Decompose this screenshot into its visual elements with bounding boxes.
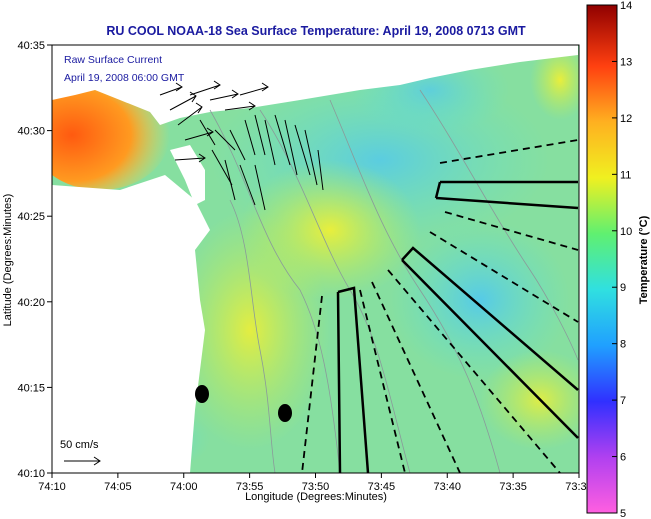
- x-tick-label: 73:40: [433, 481, 461, 493]
- transect-box-southeast: [401, 246, 579, 439]
- sst-patch: [480, 350, 579, 450]
- x-tick-label: 73:50: [302, 481, 330, 493]
- colorbar-tick-label: 6: [620, 452, 626, 464]
- colorbar-tick-label: 5: [620, 508, 626, 519]
- x-tick-label: 73:45: [368, 481, 396, 493]
- buoy-marker: [195, 385, 209, 403]
- transect-box-south: [336, 286, 370, 473]
- transect-dashed-lines: [301, 139, 579, 473]
- y-tick-label: 40:15: [17, 382, 45, 394]
- legend-line-1: Raw Surface Current: [64, 54, 162, 66]
- x-tick-label: 73:35: [499, 481, 527, 493]
- colorbar-tick-label: 10: [620, 226, 632, 238]
- y-axis-label: Latitude (Degrees:Minutes): [2, 194, 14, 327]
- colorbar: [586, 4, 618, 514]
- figure-title: RU COOL NOAA-18 Sea Surface Temperature:…: [106, 24, 526, 38]
- scale-label: 50 cm/s: [60, 439, 99, 451]
- y-tick-label: 40:35: [17, 40, 45, 52]
- transect-box-east: [434, 180, 579, 210]
- colorbar-ticks: 5 6 7 8 9 10 11 12 13 14: [612, 0, 632, 519]
- land-new-jersey: [52, 175, 210, 473]
- colorbar-tick-label: 14: [620, 0, 632, 12]
- colorbar-tick-label: 8: [620, 339, 626, 351]
- colorbar-tick-label: 11: [620, 169, 631, 181]
- x-tick-label: 74:05: [104, 481, 132, 493]
- x-axis-label: Longitude (Degrees:Minutes): [245, 491, 387, 503]
- transect-lines: [336, 180, 579, 473]
- map-area: [52, 45, 579, 473]
- sst-patch: [170, 210, 330, 450]
- x-tick-label: 74:10: [38, 481, 66, 493]
- colorbar-label: Temperature (°C): [638, 215, 650, 304]
- legend-line-2: April 19, 2008 06:00 GMT: [64, 72, 185, 84]
- warm-water-patch: [530, 45, 579, 120]
- colorbar-tick-label: 12: [620, 113, 632, 125]
- y-tick-label: 40:30: [17, 126, 45, 138]
- colorbar-tick-label: 9: [620, 282, 626, 294]
- land-bay: [140, 240, 195, 275]
- x-tick-label: 74:00: [170, 481, 198, 493]
- colorbar-tick-label: 7: [620, 395, 626, 407]
- colorbar-tick-label: 13: [620, 56, 632, 68]
- x-axis-ticks: 74:10 74:05 74:00 73:55 73:50 73:45 73:40 73:35…: [38, 473, 593, 493]
- scale-arrow: [64, 456, 101, 466]
- x-tick-label: 73:55: [236, 481, 264, 493]
- y-tick-label: 40:20: [17, 297, 45, 309]
- x-tick-label: 73:30: [565, 481, 593, 493]
- y-tick-label: 40:10: [17, 468, 45, 480]
- y-tick-label: 40:25: [17, 211, 45, 223]
- sst-patch: [390, 220, 570, 380]
- y-axis-ticks: 40:10 40:15 40:20 40:25 40:30 40:35: [17, 40, 52, 480]
- buoy-marker: [278, 404, 292, 422]
- current-vectors: [159, 80, 324, 211]
- bathymetry-contours: [209, 89, 579, 473]
- land-long-island: [52, 45, 578, 125]
